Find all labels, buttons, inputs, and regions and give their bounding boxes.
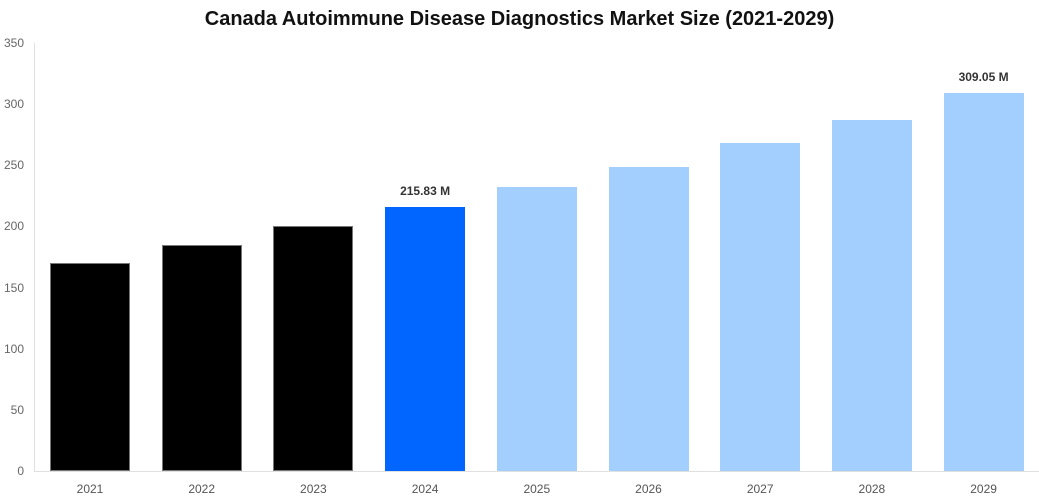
y-tick-label: 50 — [10, 402, 24, 417]
y-axis-line — [34, 43, 35, 471]
value-label: 309.05 M — [958, 70, 1009, 85]
bar-2026 — [608, 166, 689, 471]
y-tick-label: 300 — [3, 97, 24, 112]
x-axis-line — [34, 471, 1039, 472]
y-tick-label: 0 — [17, 464, 24, 478]
x-tick-label: 2024 — [411, 482, 439, 496]
bar-2023 — [273, 226, 354, 471]
bar-2025 — [496, 187, 577, 471]
x-tick-label: 2021 — [76, 482, 104, 496]
y-tick-label: 350 — [3, 36, 24, 50]
x-tick-label: 2023 — [300, 482, 327, 496]
x-tick-label: 2022 — [188, 482, 216, 496]
x-tick-label: 2025 — [523, 482, 551, 496]
x-tick-label: 2029 — [970, 482, 997, 496]
bar-2029 — [943, 93, 1024, 471]
bar-2021 — [50, 263, 130, 471]
x-tick-label: 2027 — [746, 482, 774, 496]
bar-2028 — [831, 120, 912, 471]
bar-2027 — [720, 143, 801, 471]
y-tick-label: 100 — [3, 341, 24, 356]
bar-2022 — [161, 244, 242, 471]
chart-title: Canada Autoimmune Disease Diagnostics Ma… — [204, 8, 835, 30]
x-tick-label: 2028 — [858, 482, 886, 496]
bar-2024 — [385, 207, 466, 471]
x-tick-label: 2026 — [635, 482, 662, 496]
y-tick-label: 150 — [3, 280, 24, 295]
y-tick-label: 200 — [3, 219, 24, 234]
value-label: 215.83 M — [400, 184, 451, 199]
y-tick-label: 250 — [3, 158, 24, 173]
